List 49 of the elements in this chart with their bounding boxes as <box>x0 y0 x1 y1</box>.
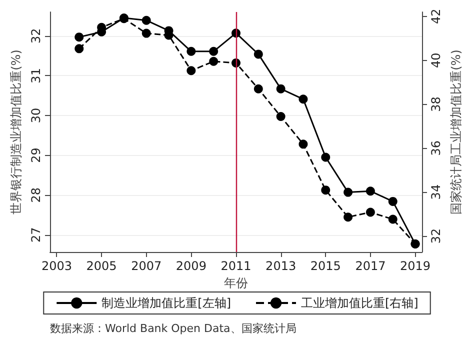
y2-tick-label: 32 <box>429 228 443 244</box>
y-tick-label: 32 <box>29 28 43 44</box>
x-tick-label: 2019 <box>400 259 431 273</box>
point <box>276 84 286 94</box>
point <box>74 32 84 42</box>
y2-tick-label: 34 <box>429 184 443 200</box>
point <box>344 188 353 197</box>
point <box>388 214 398 224</box>
point <box>366 186 375 196</box>
point <box>209 56 218 66</box>
point <box>74 44 84 54</box>
y2-axis-title: 国家统计局工业增加值比重(%) <box>449 50 463 214</box>
point <box>254 50 263 59</box>
x-tick-label: 2007 <box>131 259 162 273</box>
point <box>298 94 308 104</box>
y2-tick-label: 40 <box>429 52 443 68</box>
point <box>186 66 196 76</box>
x-tick-label: 2009 <box>176 259 206 273</box>
y-axis-title: 世界银行制造业增加值比重(%) <box>9 50 23 214</box>
x-tick-label: 2005 <box>86 259 117 273</box>
y-tick-label: 27 <box>29 227 43 243</box>
point <box>344 212 353 222</box>
y2-tick-label: 38 <box>429 96 443 112</box>
point <box>321 186 330 195</box>
point <box>388 196 398 206</box>
y-tick-label: 28 <box>29 187 43 203</box>
x-tick-label: 2013 <box>266 259 296 273</box>
point <box>366 208 375 217</box>
point <box>186 46 196 56</box>
x-tick-label: 2017 <box>355 259 386 273</box>
y2-tick-label: 42 <box>429 8 443 24</box>
legend-label: 制造业增加值比重[左轴] <box>102 296 232 310</box>
y-tick-label: 29 <box>29 148 43 163</box>
point <box>209 46 218 56</box>
source-note: 数据来源：World Bank Open Data、国家统计局 <box>50 322 296 335</box>
point <box>142 28 151 38</box>
y-tick-label: 31 <box>29 68 43 84</box>
x-axis-title: 年份 <box>224 276 248 290</box>
point <box>321 152 330 162</box>
legend-label: 工业增加值比重[右轴] <box>301 296 418 310</box>
x-tick-label: 2011 <box>220 259 252 273</box>
y2-tick-label: 36 <box>429 140 443 156</box>
y-tick-label: 30 <box>29 108 43 124</box>
x-tick-label: 2015 <box>310 259 341 273</box>
point <box>142 16 151 25</box>
point <box>254 84 263 94</box>
x-tick-label: 2003 <box>41 259 72 273</box>
point <box>276 112 286 122</box>
point <box>298 140 308 149</box>
